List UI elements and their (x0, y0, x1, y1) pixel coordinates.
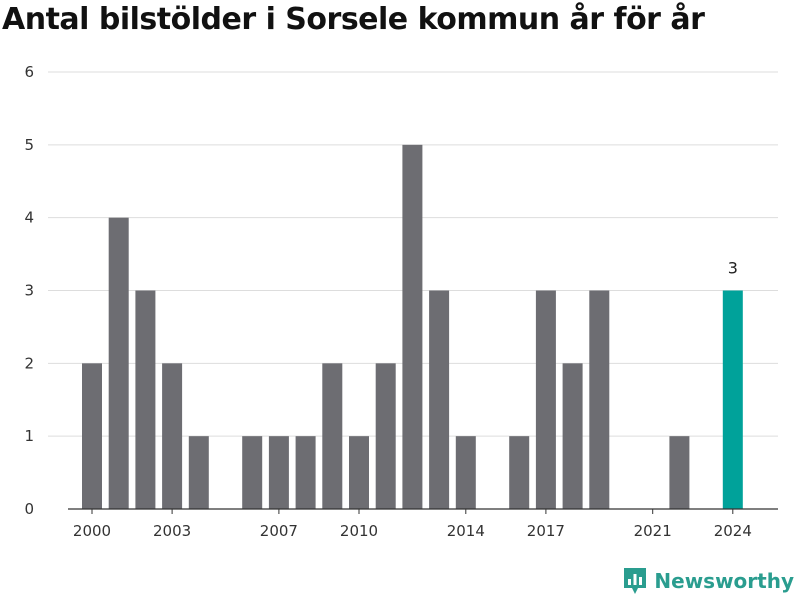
y-axis-ticks: 0 1 2 3 4 5 6 (24, 63, 34, 518)
y-tick-label: 3 (24, 282, 34, 300)
bar-2012 (402, 144, 423, 510)
x-tick-label: 2003 (153, 522, 191, 540)
bar-2016 (509, 436, 530, 509)
value-labels: 3 (728, 259, 738, 278)
y-tick-label: 6 (24, 63, 34, 81)
x-tick-label: 2024 (714, 522, 752, 540)
bar-2004 (188, 436, 209, 509)
x-tick-label: 2017 (527, 522, 565, 540)
x-tick-label: 2000 (73, 522, 111, 540)
value-label-2024: 3 (728, 259, 738, 278)
bar-2024 (722, 290, 743, 509)
bar-2008 (295, 436, 316, 509)
brand-logo: Newsworthy (622, 566, 794, 596)
bar-2010 (349, 436, 369, 509)
y-tick-label: 5 (24, 136, 34, 154)
bar-2002 (135, 290, 156, 509)
chart-title: Antal bilstölder i Sorsele kommun år för… (2, 2, 705, 37)
bar-2013 (429, 290, 450, 509)
bar-2006 (242, 436, 263, 509)
x-tick-label: 2010 (340, 522, 378, 540)
bar-2018 (562, 363, 583, 509)
bar-2001 (108, 217, 129, 509)
bar-2017 (535, 290, 556, 509)
brand-name: Newsworthy (654, 569, 794, 593)
x-axis-ticks: 2000 2003 2007 2010 2014 2017 2021 2024 (73, 509, 752, 540)
x-tick-label: 2014 (447, 522, 485, 540)
bar-2007 (268, 436, 289, 509)
x-tick-label: 2007 (260, 522, 298, 540)
bar-2019 (589, 290, 610, 509)
bar-2000 (82, 363, 102, 509)
y-tick-label: 0 (24, 500, 34, 518)
bar-2022 (669, 436, 690, 509)
x-tick-label: 2021 (634, 522, 672, 540)
bars (82, 144, 743, 510)
bar-2014 (455, 436, 476, 509)
bar-2003 (162, 363, 183, 509)
bar-2009 (322, 363, 343, 509)
bar-2011 (375, 363, 396, 509)
bar-chart-badge-icon (624, 568, 647, 594)
y-tick-label: 2 (24, 354, 34, 372)
y-tick-label: 1 (24, 427, 34, 445)
y-tick-label: 4 (24, 209, 34, 227)
